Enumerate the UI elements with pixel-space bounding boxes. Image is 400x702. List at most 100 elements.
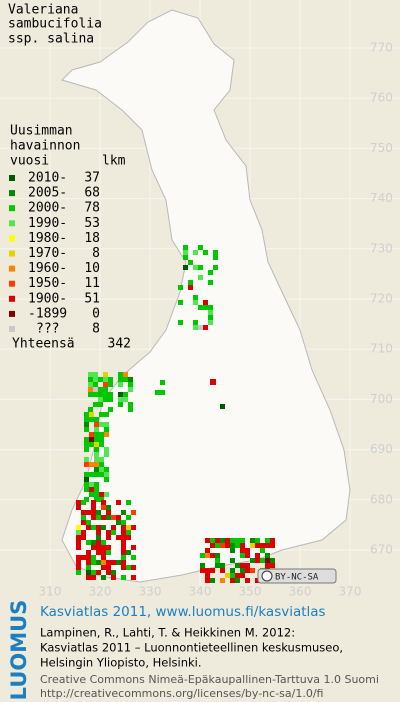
square — [101, 575, 106, 580]
square — [88, 372, 93, 377]
square — [76, 545, 81, 550]
square — [118, 382, 123, 387]
square — [265, 538, 270, 543]
square — [213, 255, 218, 260]
square — [230, 568, 235, 573]
square — [203, 250, 208, 255]
square — [230, 578, 235, 583]
square — [210, 538, 215, 543]
legend-label: 2005- — [28, 186, 67, 201]
square — [81, 510, 86, 515]
square — [91, 525, 96, 530]
square — [89, 432, 94, 437]
square — [101, 545, 106, 550]
square — [215, 553, 220, 558]
square — [106, 510, 111, 515]
north-label: 710 — [370, 342, 393, 356]
legend-swatch — [9, 310, 15, 317]
square — [84, 497, 89, 502]
square — [93, 382, 98, 387]
legend-total: 342 — [108, 337, 131, 352]
square — [265, 563, 270, 568]
square — [240, 538, 245, 543]
square — [131, 510, 136, 515]
square — [94, 452, 99, 457]
square — [86, 525, 91, 530]
square — [225, 543, 230, 548]
square — [193, 320, 198, 325]
legend-label: -1899 — [28, 306, 67, 321]
square — [265, 558, 270, 563]
square — [84, 472, 89, 477]
square — [99, 432, 104, 437]
square — [104, 477, 109, 482]
square — [86, 575, 91, 580]
square — [183, 255, 188, 260]
square — [213, 265, 218, 270]
square — [126, 500, 131, 505]
legend-label: 1960- — [28, 261, 67, 276]
square — [99, 497, 104, 502]
square — [193, 265, 198, 270]
square — [118, 372, 123, 377]
legend-label: 1980- — [28, 231, 67, 246]
square — [270, 538, 275, 543]
square — [98, 397, 103, 402]
square — [188, 285, 193, 290]
square — [198, 245, 203, 250]
square — [200, 568, 205, 573]
atlas-link[interactable]: Kasviatlas 2011, www.luomus.fi/kasviatla… — [40, 604, 326, 620]
square — [178, 320, 183, 325]
square — [121, 510, 126, 515]
square — [106, 545, 111, 550]
square — [116, 515, 121, 520]
square — [94, 472, 99, 477]
square — [101, 555, 106, 560]
square — [183, 250, 188, 255]
square — [94, 482, 99, 487]
square — [255, 553, 260, 558]
square — [91, 575, 96, 580]
square — [103, 382, 108, 387]
brand: LUOMUS — [7, 600, 31, 701]
square — [89, 437, 94, 442]
square — [84, 462, 89, 467]
square — [118, 377, 123, 382]
square — [76, 530, 81, 535]
legend-count: 10 — [84, 261, 100, 276]
square — [245, 563, 250, 568]
square — [98, 392, 103, 397]
legend-count: 68 — [84, 186, 100, 201]
square — [99, 492, 104, 497]
square — [101, 565, 106, 570]
square — [255, 578, 260, 583]
legend-swatch — [9, 190, 15, 197]
license-line[interactable]: http://creativecommons.org/licenses/by-n… — [40, 687, 323, 700]
square — [116, 560, 121, 565]
square — [76, 565, 81, 570]
legend-label: 1990- — [28, 216, 67, 231]
square — [106, 505, 111, 510]
square — [203, 325, 208, 330]
square — [128, 402, 133, 407]
square — [104, 472, 109, 477]
square — [84, 422, 89, 427]
square — [255, 538, 260, 543]
legend: Uusimman havainnon vuosi lkm 2010- 37 2005… — [9, 124, 131, 352]
square — [89, 482, 94, 487]
legend-count-heading: lkm — [102, 154, 126, 169]
square — [240, 553, 245, 558]
square — [96, 560, 101, 565]
square — [91, 515, 96, 520]
square — [118, 392, 123, 397]
legend-swatch — [9, 280, 15, 287]
square — [205, 568, 210, 573]
square — [128, 382, 133, 387]
square — [210, 553, 215, 558]
square — [210, 568, 215, 573]
square — [94, 442, 99, 447]
square — [193, 300, 198, 305]
square — [94, 467, 99, 472]
legend-swatch — [9, 265, 15, 272]
square — [98, 402, 103, 407]
